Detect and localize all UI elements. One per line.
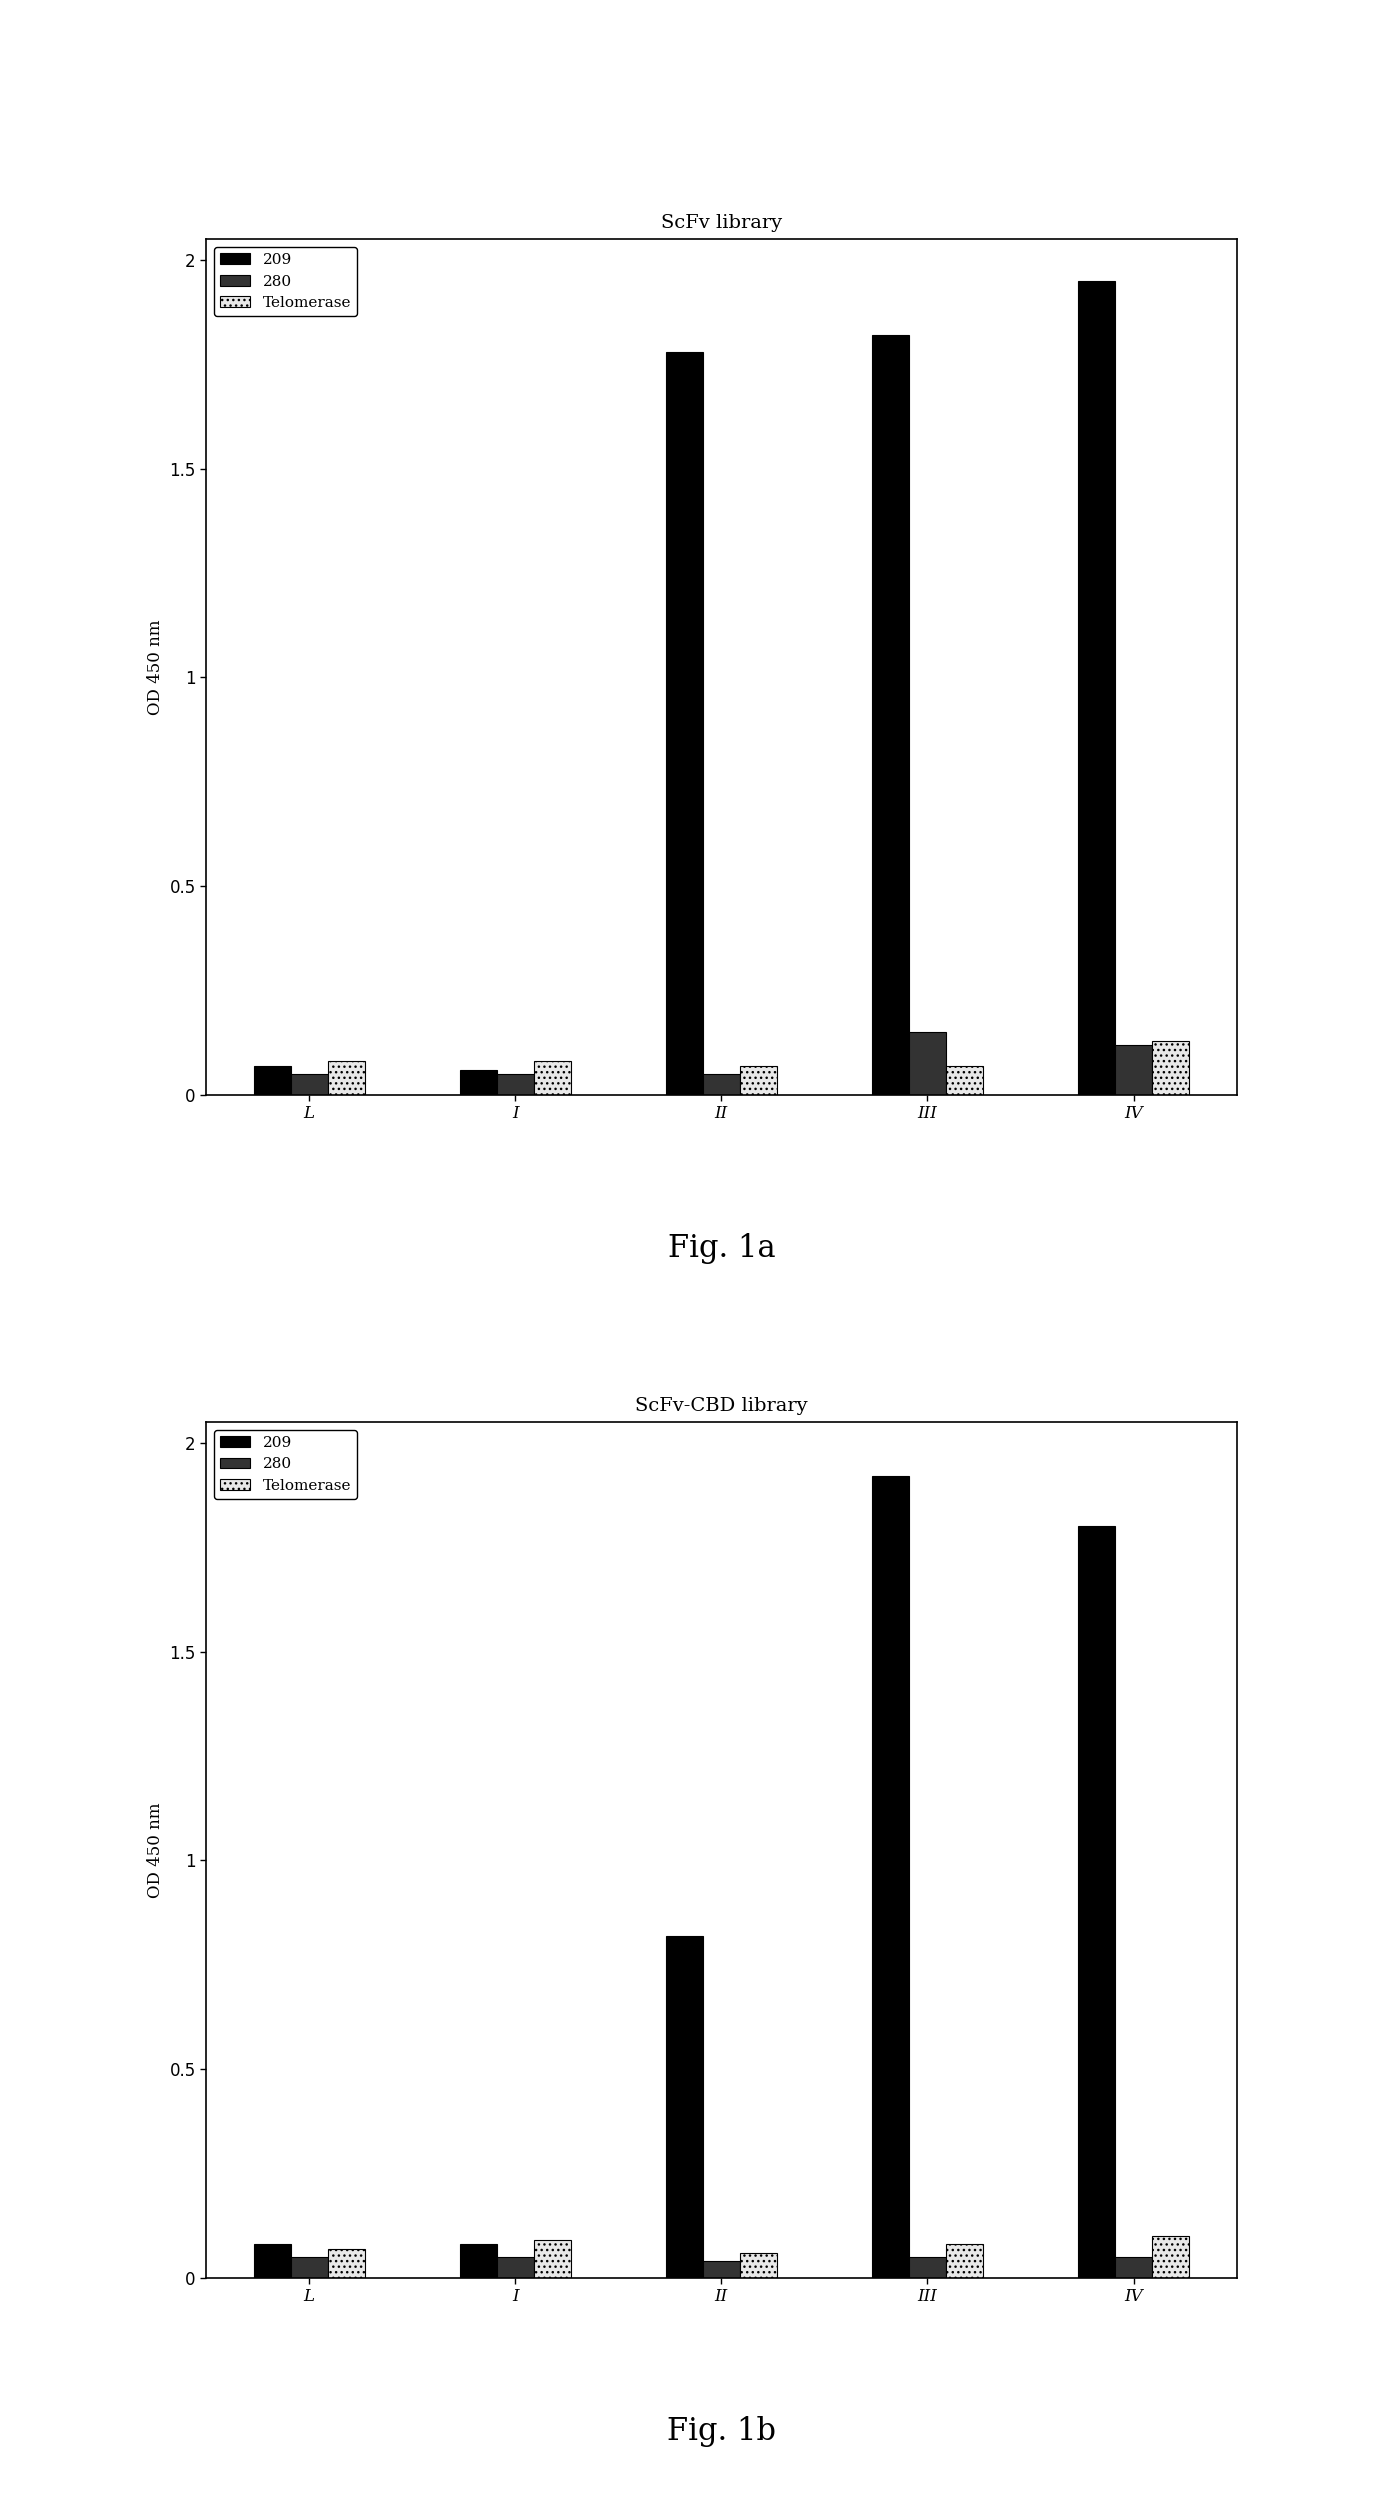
- Bar: [497, 2258, 534, 2278]
- Y-axis label: OD 450 nm: OD 450 nm: [147, 1802, 164, 1898]
- Text: Fig. 1b: Fig. 1b: [666, 2416, 776, 2447]
- Bar: [291, 1075, 328, 1095]
- Bar: [460, 2245, 497, 2278]
- Text: Fig. 1a: Fig. 1a: [668, 1233, 775, 1264]
- Bar: [872, 1477, 910, 2278]
- Bar: [1153, 2235, 1190, 2278]
- Bar: [1079, 1525, 1116, 2278]
- Title: ScFv library: ScFv library: [661, 214, 782, 232]
- Legend: 209, 280, Telomerase: 209, 280, Telomerase: [214, 1430, 357, 1500]
- Bar: [1079, 282, 1116, 1095]
- Bar: [1153, 1040, 1190, 1095]
- Bar: [497, 1075, 534, 1095]
- Bar: [1116, 1045, 1153, 1095]
- Bar: [741, 1065, 778, 1095]
- Bar: [328, 1062, 365, 1095]
- Bar: [534, 1062, 572, 1095]
- Bar: [534, 2240, 572, 2278]
- Y-axis label: OD 450 nm: OD 450 nm: [147, 619, 164, 715]
- Bar: [741, 2253, 778, 2278]
- Bar: [910, 2258, 947, 2278]
- Legend: 209, 280, Telomerase: 209, 280, Telomerase: [214, 247, 357, 317]
- Bar: [460, 1070, 497, 1095]
- Bar: [703, 2260, 741, 2278]
- Bar: [666, 352, 703, 1095]
- Bar: [703, 1075, 741, 1095]
- Bar: [947, 1065, 984, 1095]
- Bar: [872, 335, 910, 1095]
- Title: ScFv-CBD library: ScFv-CBD library: [635, 1397, 808, 1415]
- Bar: [1116, 2258, 1153, 2278]
- Bar: [947, 2245, 984, 2278]
- Bar: [328, 2248, 365, 2278]
- Bar: [254, 2245, 291, 2278]
- Bar: [254, 1065, 291, 1095]
- Bar: [291, 2258, 328, 2278]
- Bar: [666, 1936, 703, 2278]
- Bar: [910, 1032, 947, 1095]
